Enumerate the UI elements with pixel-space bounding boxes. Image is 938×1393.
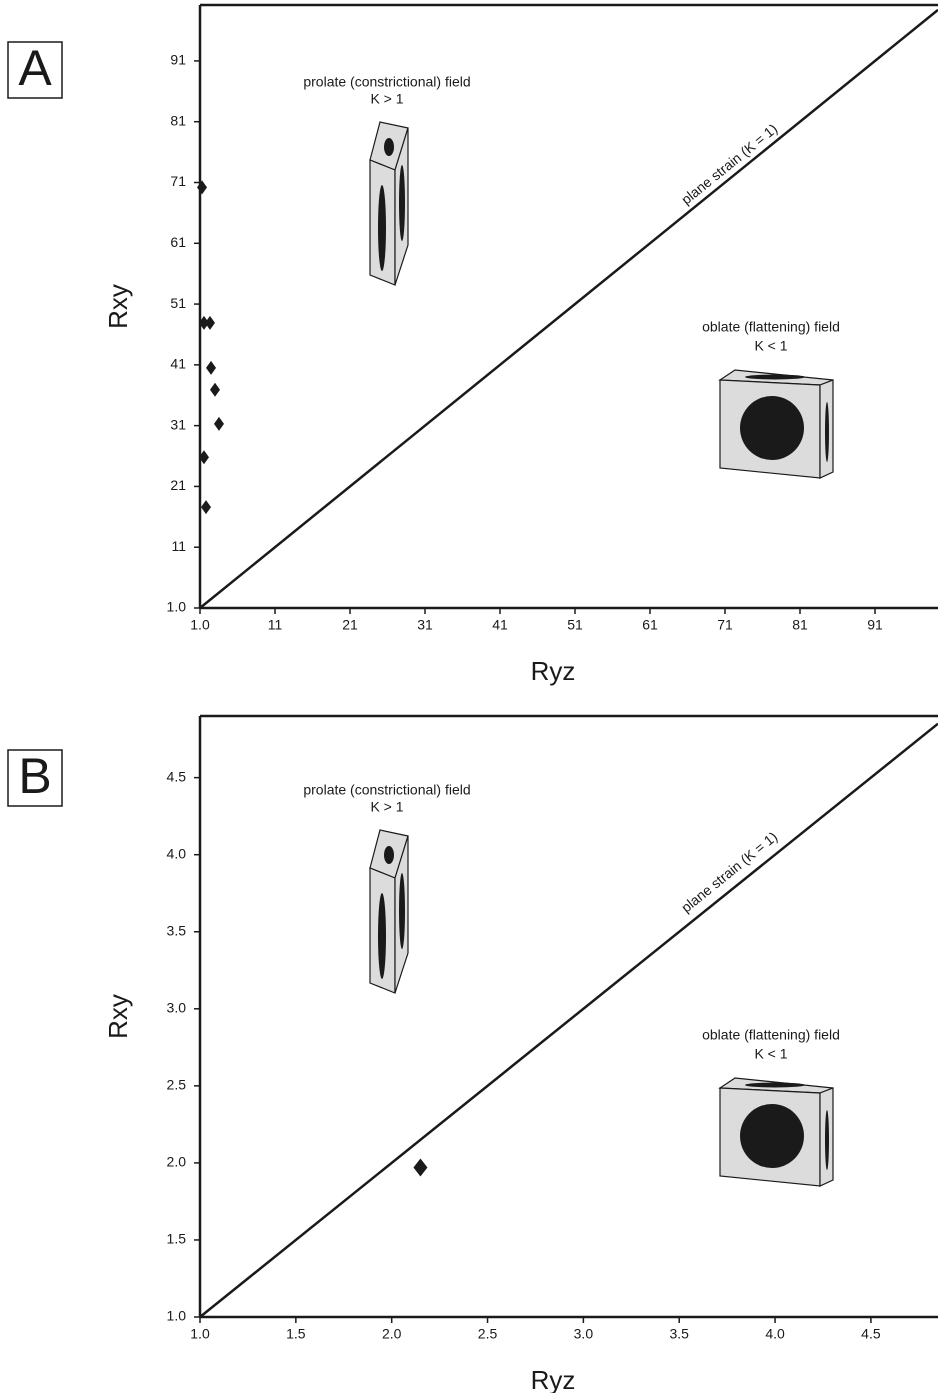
data-point xyxy=(201,500,211,515)
annotation: plane strain (K = 1) xyxy=(678,828,780,915)
x-tick-label: 2.0 xyxy=(382,1326,402,1342)
y-tick-label: 4.0 xyxy=(167,845,187,861)
x-tick-label: 81 xyxy=(792,617,808,633)
data-point xyxy=(206,360,217,375)
y-tick-label: 2.5 xyxy=(167,1077,187,1093)
y-tick-label: 11 xyxy=(171,538,186,554)
prolate-icon xyxy=(369,829,409,994)
x-axis-label: Ryz xyxy=(531,1365,576,1393)
x-tick-label: 11 xyxy=(268,617,283,633)
y-tick-label: 1.5 xyxy=(167,1231,187,1247)
y-tick-label: 91 xyxy=(170,52,186,68)
panel-label: A xyxy=(18,40,52,96)
x-tick-label: 1.0 xyxy=(190,1326,210,1342)
x-tick-label: 1.5 xyxy=(286,1326,306,1342)
data-point xyxy=(204,315,215,330)
panel-label: B xyxy=(18,748,51,804)
x-tick-label: 1.0 xyxy=(190,617,210,633)
annotation: K < 1 xyxy=(754,338,787,354)
y-axis-label: Rxy xyxy=(103,994,133,1039)
y-tick-label: 81 xyxy=(170,112,186,128)
oblate-icon xyxy=(719,1077,834,1187)
y-tick-label: 31 xyxy=(170,416,186,432)
x-tick-label: 4.0 xyxy=(765,1326,785,1342)
data-point xyxy=(213,416,224,431)
y-tick-label: 2.0 xyxy=(167,1154,187,1170)
panel-label-box xyxy=(7,749,63,807)
x-tick-label: 4.5 xyxy=(861,1326,881,1342)
y-tick-label: 51 xyxy=(170,295,186,311)
y-tick-label: 1.0 xyxy=(167,599,187,615)
y-tick-label: 71 xyxy=(170,173,186,189)
data-point xyxy=(210,382,220,397)
x-tick-label: 41 xyxy=(492,617,508,633)
prolate-icon xyxy=(369,121,409,286)
y-tick-label: 3.0 xyxy=(167,999,187,1015)
x-tick-label: 71 xyxy=(717,617,733,633)
y-tick-label: 21 xyxy=(170,477,186,493)
oblate-icon xyxy=(719,369,834,479)
annotation: oblate (flattening) field xyxy=(702,1027,840,1043)
y-tick-label: 4.5 xyxy=(167,768,187,784)
x-axis-label: Ryz xyxy=(531,656,576,686)
x-tick-label: 91 xyxy=(867,617,883,633)
panel-label-box xyxy=(7,41,63,99)
x-tick-label: 31 xyxy=(417,617,433,633)
x-tick-label: 3.0 xyxy=(574,1326,594,1342)
annotation: K > 1 xyxy=(370,799,403,815)
data-point xyxy=(413,1158,428,1177)
data-point xyxy=(197,180,208,195)
annotation: K > 1 xyxy=(370,91,403,107)
plane-strain-line xyxy=(199,722,938,1318)
data-point xyxy=(198,315,209,330)
y-tick-label: 3.5 xyxy=(167,922,187,938)
y-tick-label: 41 xyxy=(170,356,186,372)
y-tick-label: 1.0 xyxy=(167,1308,187,1324)
y-axis-label: Rxy xyxy=(103,284,133,329)
x-tick-label: 51 xyxy=(567,617,583,633)
x-tick-label: 21 xyxy=(342,617,358,633)
x-tick-label: 61 xyxy=(642,617,658,633)
annotation: oblate (flattening) field xyxy=(702,319,840,335)
annotation: plane strain (K = 1) xyxy=(678,120,780,207)
plane-strain-line xyxy=(199,8,938,609)
x-tick-label: 2.5 xyxy=(478,1326,498,1342)
annotation: K < 1 xyxy=(754,1046,787,1062)
annotation: prolate (constrictional) field xyxy=(303,74,470,90)
data-point xyxy=(198,450,209,465)
x-tick-label: 3.5 xyxy=(669,1326,689,1342)
y-tick-label: 61 xyxy=(170,234,186,250)
annotation: prolate (constrictional) field xyxy=(303,782,470,798)
